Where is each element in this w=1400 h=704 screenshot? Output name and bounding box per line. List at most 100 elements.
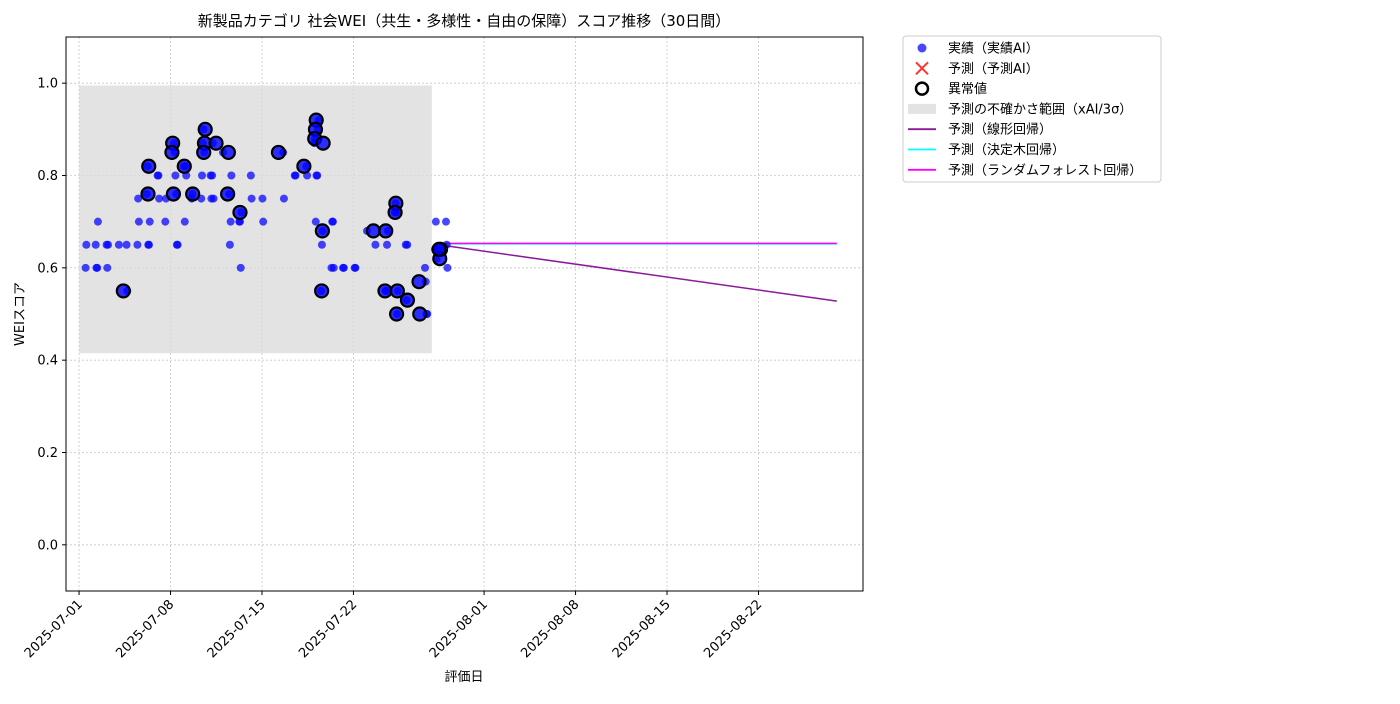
- x-tick-label: 2025-08-15: [610, 597, 674, 661]
- anomaly-ring: [165, 186, 182, 202]
- legend-label: 予測の不確かさ範囲（xAI/3σ）: [948, 101, 1132, 117]
- plot-area: [66, 37, 863, 591]
- actual-point: [153, 171, 162, 180]
- anomaly-point: [412, 306, 428, 322]
- actual-point: [103, 263, 112, 272]
- actual-point: [93, 217, 102, 226]
- anomaly-point: [411, 274, 427, 290]
- anomaly-ring: [270, 144, 287, 161]
- actual-point: [134, 194, 143, 203]
- anomaly-point: [389, 283, 405, 299]
- anomaly-fill: [233, 206, 246, 219]
- anomaly-fill: [433, 243, 446, 256]
- anomaly-fill: [391, 284, 404, 297]
- anomaly-point: [399, 292, 416, 308]
- actual-point: [81, 263, 90, 272]
- actual-point: [258, 194, 267, 203]
- legend-label: 異常値: [948, 81, 987, 97]
- legend-label: 予測（予測AI）: [948, 62, 1039, 77]
- x-tick-label: 2025-07-08: [113, 597, 177, 661]
- legend-marker: [914, 81, 930, 96]
- actual-point: [279, 194, 288, 203]
- anomaly-ring: [378, 223, 394, 239]
- actual-point: [327, 263, 336, 272]
- anomaly-point: [164, 144, 180, 161]
- anomaly-point: [165, 186, 182, 202]
- anomaly-fill: [390, 308, 403, 320]
- legend-item-tree: 予測（決定木回帰）: [908, 142, 1065, 158]
- anomaly-ring: [232, 204, 248, 221]
- legend-item-forest: 予測（ランダムフォレスト回帰）: [908, 162, 1142, 178]
- actual-point: [350, 263, 359, 272]
- anomaly-point: [115, 283, 131, 299]
- x-axis-label: 評価日: [444, 670, 483, 685]
- anomaly-ring: [315, 135, 331, 151]
- anomaly-point: [296, 158, 312, 174]
- anomaly-fill: [317, 137, 330, 150]
- anomaly-ring: [388, 306, 405, 322]
- anomaly-ring: [196, 144, 212, 161]
- y-tick-label: 0.4: [37, 354, 58, 369]
- actual-point: [122, 240, 131, 249]
- anomaly-fill: [178, 160, 191, 173]
- anomaly-ring: [208, 135, 224, 151]
- anomaly-ring: [185, 186, 201, 202]
- anomaly-ring: [220, 186, 236, 202]
- y-tick-label: 1.0: [37, 77, 58, 92]
- actual-point: [91, 240, 100, 249]
- anomaly-ring: [389, 283, 405, 299]
- anomaly-point: [141, 158, 157, 174]
- chart-title: 新製品カテゴリ 社会WEI（共生・多様性・自由の保障）スコア推移（30日間）: [198, 12, 731, 30]
- anomaly-point: [377, 283, 393, 299]
- actual-point: [339, 263, 348, 272]
- anomaly-fill: [210, 137, 223, 150]
- anomaly-ring: [164, 144, 180, 161]
- legend-item-band: 予測の不確かさ範囲（xAI/3σ）: [908, 101, 1132, 117]
- actual-point: [421, 263, 430, 272]
- actual-point: [441, 217, 450, 226]
- x-tick-label: 2025-08-08: [518, 597, 582, 661]
- anomaly-fill: [315, 284, 328, 297]
- anomaly-fill: [389, 206, 402, 219]
- actual-point: [226, 217, 235, 226]
- x-tick-label: 2025-08-01: [427, 597, 491, 661]
- anomaly-ring: [140, 186, 156, 202]
- actual-point: [144, 240, 153, 249]
- actual-point: [225, 240, 234, 249]
- legend-item-anomaly: 異常値: [914, 81, 987, 97]
- legend-frame: [902, 35, 1162, 183]
- actual-point: [312, 171, 321, 180]
- actual-point: [82, 240, 91, 249]
- x-tick-label: 2025-07-22: [296, 597, 360, 661]
- anomaly-fill: [413, 308, 426, 320]
- anomaly-point: [315, 135, 331, 151]
- y-tick-label: 0.6: [37, 261, 58, 276]
- anomaly-point: [314, 283, 330, 299]
- plot-frame: [65, 36, 864, 592]
- actual-point: [92, 263, 101, 272]
- uncertainty-band: [79, 85, 432, 354]
- anomaly-ring: [141, 158, 157, 174]
- anomaly-ring: [115, 283, 131, 299]
- actual-point: [246, 171, 255, 180]
- actual-point: [311, 217, 320, 226]
- series-line-linear: [444, 244, 837, 302]
- legend-item-linear: 予測（線形回帰）: [908, 122, 1052, 138]
- actual-point: [172, 240, 181, 249]
- actual-point: [401, 240, 410, 249]
- x-tick-label: 2025-07-01: [22, 597, 86, 661]
- anomaly-point: [431, 241, 447, 257]
- actual-point: [236, 263, 245, 272]
- actual-point: [206, 171, 215, 180]
- actual-point: [171, 171, 180, 180]
- anomaly-fill: [413, 275, 426, 288]
- anomaly-fill: [186, 187, 199, 200]
- actual-point: [207, 194, 216, 203]
- legend-label: 予測（線形回帰）: [948, 122, 1052, 138]
- anomaly-fill: [401, 294, 414, 307]
- anomaly-ring: [431, 241, 447, 257]
- actual-point: [371, 240, 380, 249]
- actual-point: [161, 217, 170, 226]
- legend-marker: [915, 61, 929, 76]
